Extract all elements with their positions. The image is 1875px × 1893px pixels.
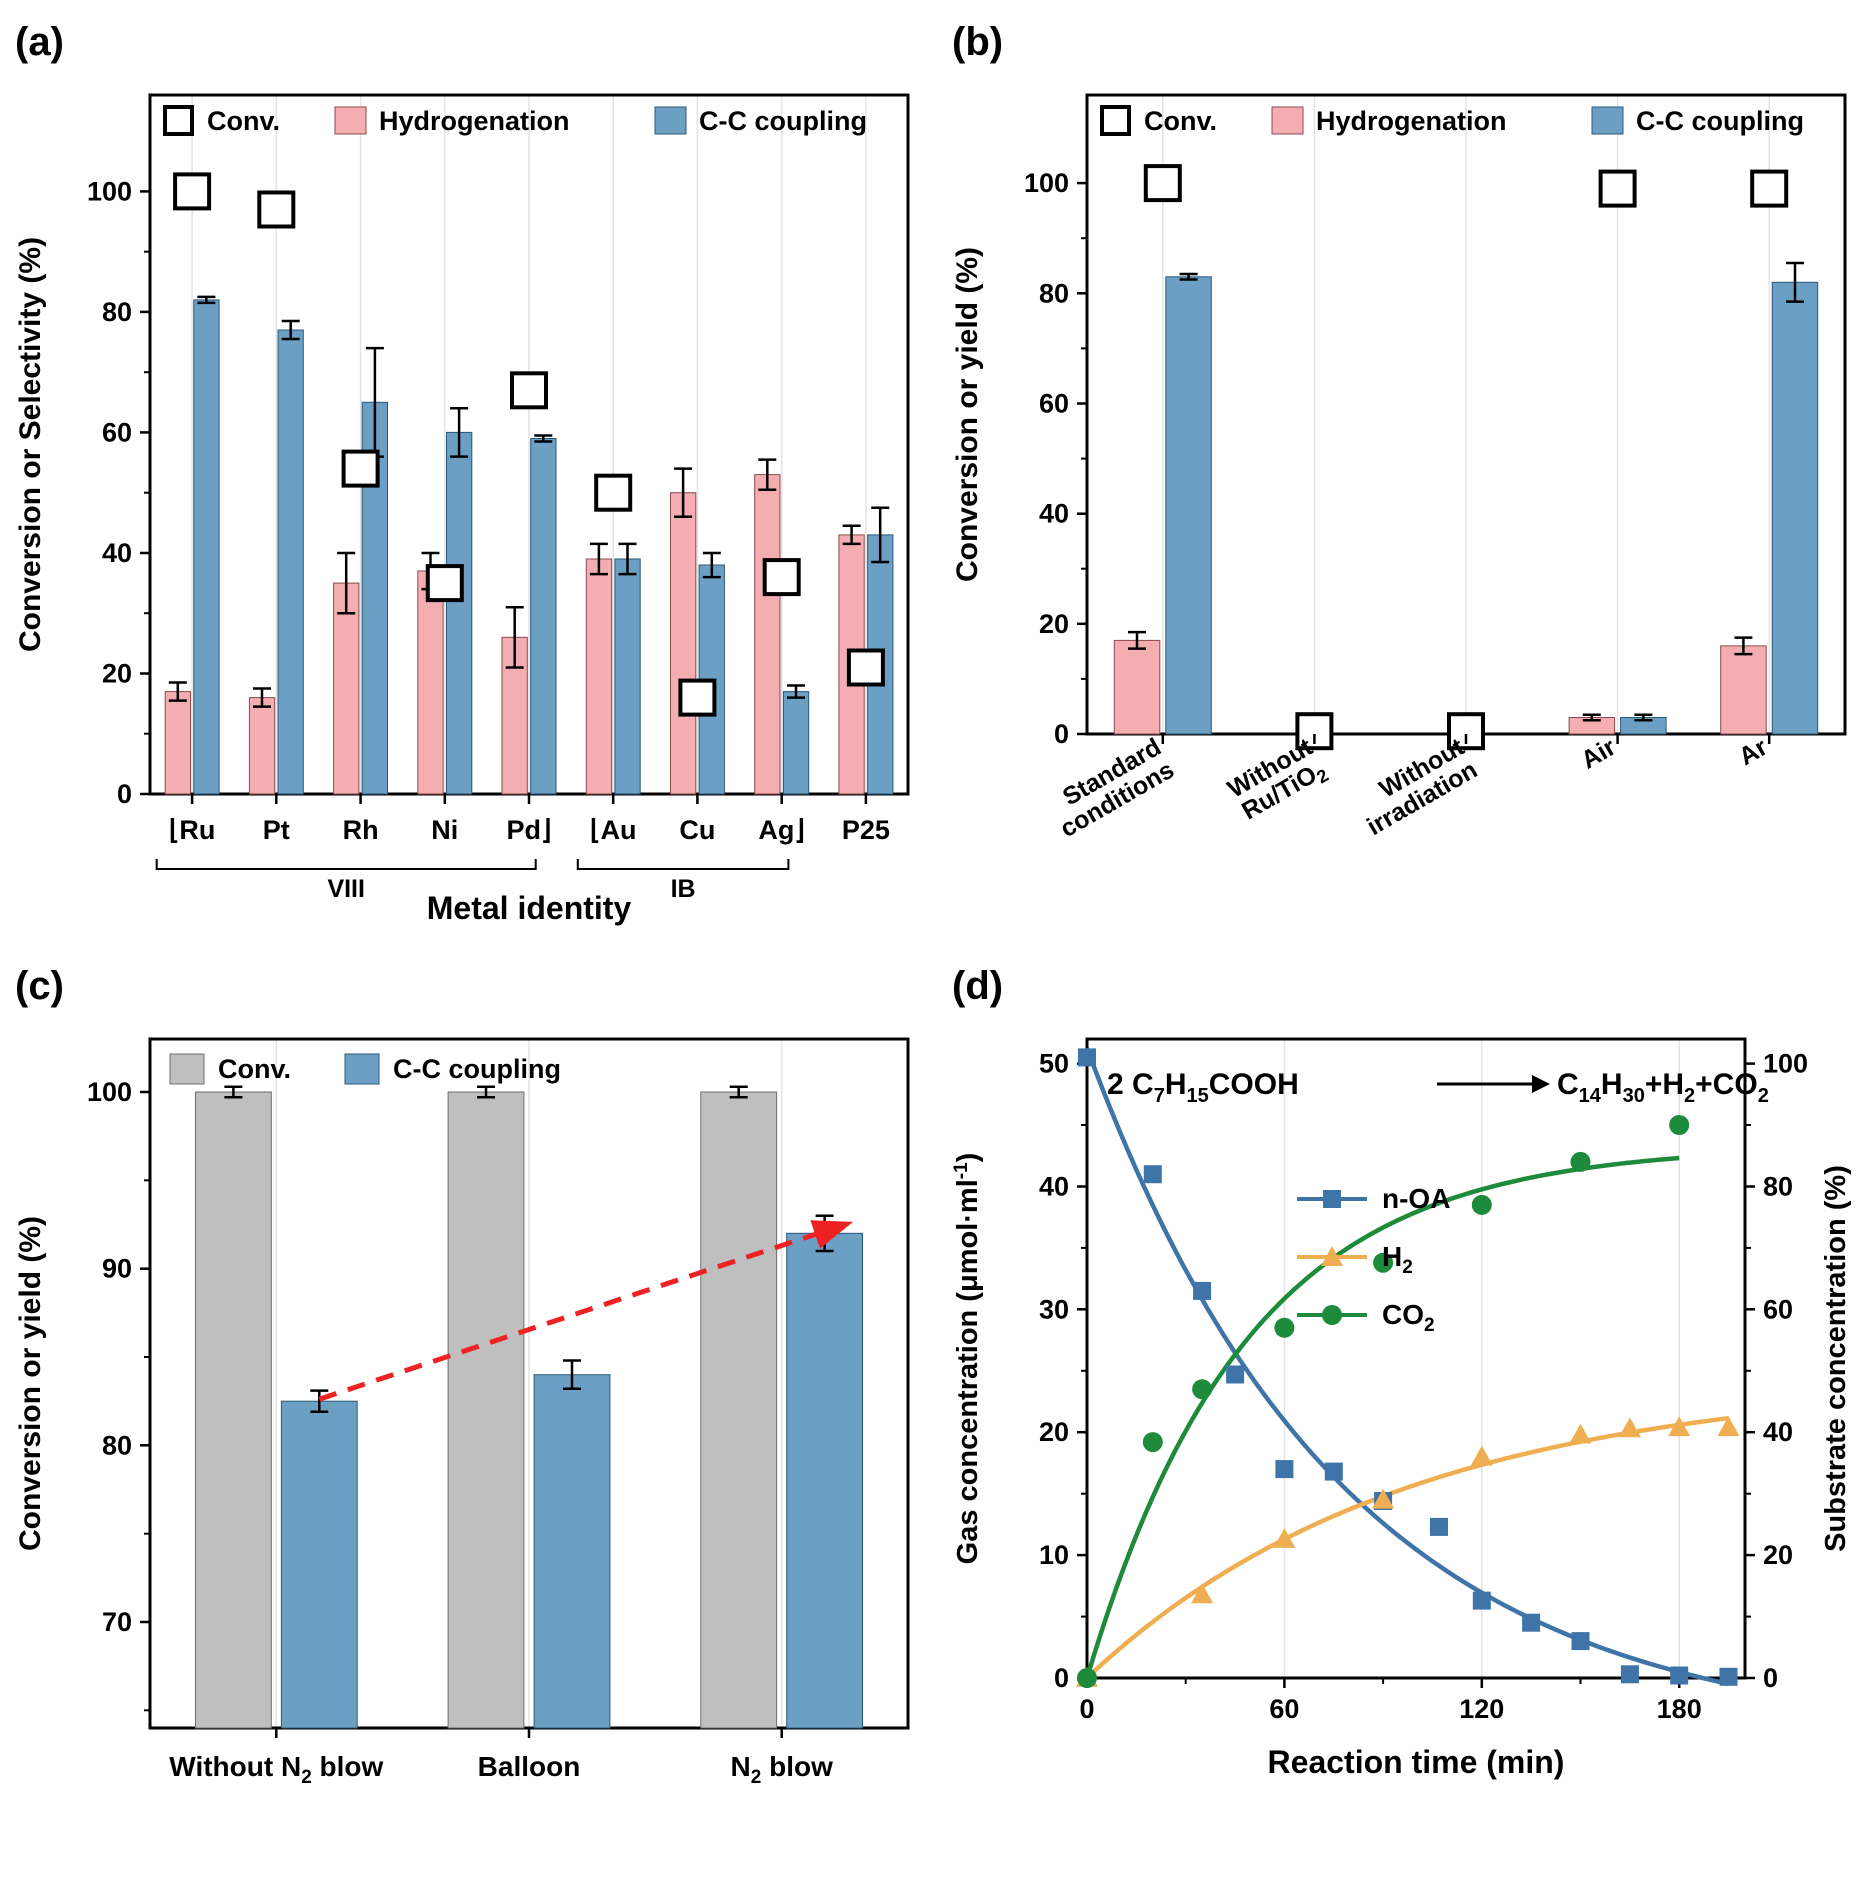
svg-text:C-C coupling: C-C coupling <box>393 1054 561 1084</box>
svg-text:Ni: Ni <box>431 815 458 845</box>
svg-text:80: 80 <box>102 297 132 327</box>
svg-text:60: 60 <box>1039 389 1069 419</box>
svg-text:80: 80 <box>1039 278 1069 308</box>
svg-text:(d): (d) <box>952 964 1003 1008</box>
svg-text:100: 100 <box>1024 168 1069 198</box>
svg-text:0: 0 <box>117 779 132 809</box>
svg-text:60: 60 <box>1269 1694 1299 1724</box>
svg-text:Substrate concentration (%): Substrate concentration (%) <box>1820 1165 1852 1552</box>
svg-text:Conversion or Selectivity (%): Conversion or Selectivity (%) <box>14 237 47 652</box>
svg-text:90: 90 <box>102 1254 132 1284</box>
svg-text:Gas concentration (μmol·ml-1): Gas concentration (μmol·ml-1) <box>951 1153 984 1565</box>
svg-text:0: 0 <box>1763 1663 1778 1693</box>
svg-text:Ag⌋: Ag⌋ <box>758 815 805 845</box>
svg-text:180: 180 <box>1657 1694 1702 1724</box>
svg-text:0: 0 <box>1054 719 1069 749</box>
svg-text:P25: P25 <box>842 815 890 845</box>
svg-text:Rh: Rh <box>343 815 379 845</box>
svg-text:20: 20 <box>1039 609 1069 639</box>
svg-text:C-C coupling: C-C coupling <box>699 106 867 136</box>
svg-text:(a): (a) <box>15 20 64 64</box>
svg-text:Metal identity: Metal identity <box>427 890 632 926</box>
svg-text:Hydrogenation: Hydrogenation <box>1316 106 1507 136</box>
svg-text:⌊Ru: ⌊Ru <box>169 815 216 845</box>
svg-text:100: 100 <box>87 1077 132 1107</box>
svg-text:60: 60 <box>102 417 132 447</box>
svg-text:(c): (c) <box>15 964 64 1008</box>
svg-text:Conv.: Conv. <box>207 106 280 136</box>
svg-text:0: 0 <box>1054 1663 1069 1693</box>
svg-text:30: 30 <box>1039 1294 1069 1324</box>
svg-text:60: 60 <box>1763 1294 1793 1324</box>
svg-text:Cu: Cu <box>679 815 715 845</box>
svg-text:(b): (b) <box>952 20 1003 64</box>
svg-text:20: 20 <box>1763 1540 1793 1570</box>
svg-text:20: 20 <box>102 659 132 689</box>
svg-text:⌊Au: ⌊Au <box>590 815 637 845</box>
svg-text:C-C coupling: C-C coupling <box>1636 106 1804 136</box>
svg-text:80: 80 <box>1763 1172 1793 1202</box>
svg-text:Conv.: Conv. <box>218 1054 291 1084</box>
svg-text:100: 100 <box>87 176 132 206</box>
svg-text:40: 40 <box>1039 499 1069 529</box>
svg-text:VIII: VIII <box>327 875 365 903</box>
svg-text:Reaction time (min): Reaction time (min) <box>1268 1744 1565 1780</box>
svg-text:Conversion or yield (%): Conversion or yield (%) <box>951 247 984 582</box>
svg-text:70: 70 <box>102 1607 132 1637</box>
svg-text:Conv.: Conv. <box>1144 106 1217 136</box>
svg-text:Hydrogenation: Hydrogenation <box>379 106 570 136</box>
svg-text:Conversion or yield (%): Conversion or yield (%) <box>14 1216 47 1551</box>
svg-text:IB: IB <box>671 875 696 903</box>
svg-text:0: 0 <box>1079 1694 1094 1724</box>
svg-text:50: 50 <box>1039 1049 1069 1079</box>
svg-text:20: 20 <box>1039 1417 1069 1447</box>
svg-text:n-OA: n-OA <box>1382 1183 1450 1214</box>
svg-text:100: 100 <box>1763 1049 1808 1079</box>
svg-text:10: 10 <box>1039 1540 1069 1570</box>
svg-text:80: 80 <box>102 1430 132 1460</box>
svg-text:120: 120 <box>1459 1694 1504 1724</box>
svg-text:40: 40 <box>1039 1172 1069 1202</box>
svg-text:Balloon: Balloon <box>478 1751 581 1782</box>
svg-text:Pd⌋: Pd⌋ <box>506 815 551 845</box>
svg-text:40: 40 <box>1763 1417 1793 1447</box>
svg-text:40: 40 <box>102 538 132 568</box>
svg-text:Pt: Pt <box>263 815 290 845</box>
